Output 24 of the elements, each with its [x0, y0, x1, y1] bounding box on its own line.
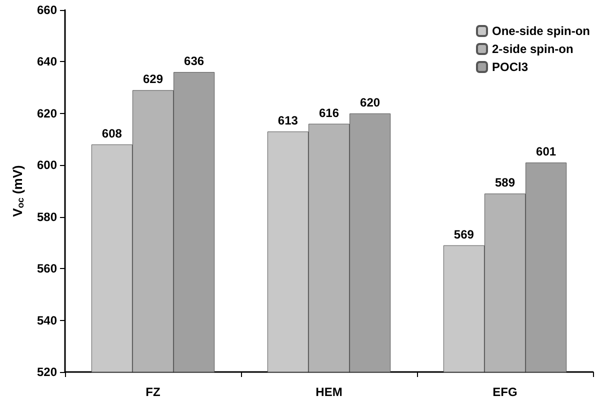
data-label: 589 [494, 176, 516, 190]
data-label: 608 [102, 126, 122, 140]
y-tick-label: 620 [36, 106, 58, 120]
data-label: 616 [318, 106, 340, 120]
y-tick-label: 600 [36, 158, 58, 172]
x-tick-label: EFG [492, 385, 518, 399]
legend-label: POCl3 [492, 60, 528, 74]
legend-label: One-side spin-on [492, 24, 590, 38]
y-axis-title: Voc (mV) [10, 165, 26, 217]
y-tick-label: 560 [36, 262, 58, 276]
y-tick-label: 640 [36, 54, 58, 69]
data-label: 636 [184, 54, 204, 68]
y-tick-label: 540 [36, 313, 58, 328]
data-label: 620 [360, 95, 380, 110]
y-tick-label: 520 [36, 365, 58, 379]
y-tick-label: 580 [36, 210, 58, 224]
data-label: 569 [454, 227, 474, 242]
legend-label: 2-side spin-on [492, 42, 574, 56]
y-tick-label: 660 [36, 3, 58, 17]
data-label: 613 [278, 114, 298, 128]
data-label: 629 [142, 72, 164, 86]
x-tick-label: HEM [316, 385, 342, 399]
x-tick-label: FZ [146, 385, 160, 399]
data-label: 601 [536, 144, 556, 159]
